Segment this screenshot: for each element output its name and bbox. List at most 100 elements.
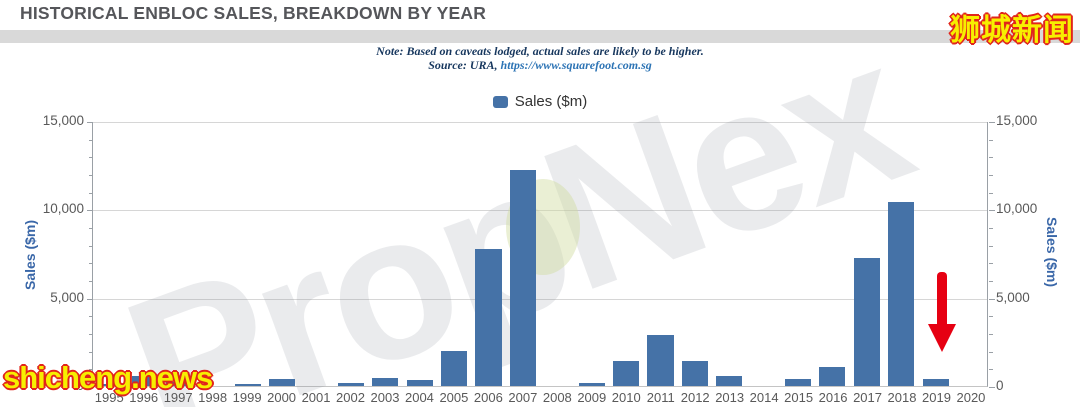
left-axis-tick (89, 157, 93, 159)
left-axis-tick (89, 334, 93, 335)
bar-1997 (165, 382, 193, 386)
chart-note: Note: Based on caveats lodged, actual sa… (376, 44, 704, 58)
bar-2005 (441, 350, 468, 386)
x-tick-label-2007: 2007 (508, 390, 538, 405)
bar-slot-2000 (265, 122, 299, 386)
x-tick-label-2019: 2019 (922, 390, 951, 405)
bar-slot-1999 (231, 122, 265, 386)
bar-2000 (269, 378, 296, 386)
right-axis-tick (989, 139, 993, 141)
bar-slot-2011 (643, 122, 677, 386)
y-tick-label-right: 0 (996, 378, 1004, 393)
bar-2009 (578, 383, 605, 386)
arrow-shaft (937, 272, 947, 324)
right-axis-tick (989, 298, 995, 300)
bar-slot-2008 (540, 122, 574, 386)
bar-slot-2015 (781, 122, 815, 386)
bar-slot-2012 (678, 122, 712, 386)
left-axis-tick (89, 369, 93, 371)
bar-slot-2002 (334, 122, 368, 386)
left-axis-tick (87, 210, 93, 212)
right-axis-tick (989, 210, 995, 212)
bar-slot-2003 (368, 122, 402, 386)
x-tick-label-2002: 2002 (336, 390, 365, 405)
bar-slot-2009 (574, 122, 608, 386)
bar-slot-2016 (815, 122, 849, 386)
bar-slot-2010 (609, 122, 643, 386)
x-tick-label-2009: 2009 (577, 390, 607, 405)
bar-slot-2007 (506, 122, 540, 386)
bar-slot-2020 (953, 122, 987, 386)
x-tick-label-2006: 2006 (473, 390, 503, 405)
bar-series (93, 122, 987, 386)
bar-slot-2013 (712, 122, 746, 386)
right-axis-tick (989, 228, 993, 229)
page-title: HISTORICAL ENBLOC SALES, BREAKDOWN BY YE… (20, 3, 487, 23)
right-axis-tick (989, 157, 993, 159)
bar-2012 (681, 361, 708, 386)
bar-2017 (853, 257, 880, 386)
y-axis-title-right: Sales ($m) (1044, 216, 1060, 288)
x-tick-label-2004: 2004 (404, 390, 434, 405)
site-watermark: shicheng.news (3, 360, 213, 395)
bar-2011 (647, 335, 674, 386)
x-tick-label-2013: 2013 (715, 390, 745, 405)
right-axis-tick (989, 281, 993, 282)
bar-2002 (337, 383, 364, 386)
header-divider-band (0, 30, 1080, 43)
right-axis-tick (989, 245, 993, 247)
x-tick-label-1999: 1999 (232, 390, 262, 405)
bar-slot-2005 (437, 122, 471, 386)
bar-2003 (372, 377, 399, 386)
bar-slot-1997 (162, 122, 196, 386)
right-axis-tick (989, 334, 993, 335)
left-axis-tick (87, 122, 93, 123)
bar-slot-2001 (299, 122, 333, 386)
x-tick-label-1998: 1998 (198, 390, 228, 405)
x-tick-label-2001: 2001 (301, 390, 331, 405)
x-tick-label-2010: 2010 (611, 390, 641, 405)
bar-slot-1996 (127, 122, 161, 386)
left-axis-tick (87, 298, 93, 300)
x-tick-label-1996: 1996 (129, 390, 159, 405)
legend-label: Sales ($m) (514, 93, 588, 110)
bar-2019 (922, 378, 949, 386)
y-tick-label-right: 15,000 (996, 113, 1038, 128)
left-axis-tick (89, 245, 93, 247)
bar-1999 (234, 384, 261, 386)
bar-2013 (716, 376, 743, 386)
right-axis-tick (989, 387, 995, 388)
right-axis-tick (989, 316, 993, 318)
x-tick-label-2005: 2005 (439, 390, 469, 405)
decline-arrow-icon (928, 272, 956, 352)
bar-slot-2018 (884, 122, 918, 386)
left-axis-tick (89, 351, 93, 353)
bar-slot-1998 (196, 122, 230, 386)
chart-source: Source: URA, https://www.squarefoot.com.… (0, 58, 1080, 73)
y-tick-label-left: 5,000 (50, 289, 84, 305)
x-tick-label-1995: 1995 (94, 390, 124, 405)
right-axis-tick (989, 351, 993, 353)
legend-swatch-icon (492, 95, 508, 108)
right-axis-tick (989, 175, 993, 176)
x-tick-label-2017: 2017 (853, 390, 882, 405)
left-axis-tick (89, 139, 93, 141)
x-tick-label-2016: 2016 (818, 390, 848, 405)
banner-watermark: 狮城新闻 (950, 14, 1074, 47)
gridline-10,000 (93, 210, 987, 212)
bar-slot-2017 (850, 122, 884, 386)
bar-2004 (406, 379, 433, 386)
bar-2006 (475, 248, 502, 386)
left-axis-tick (89, 316, 93, 318)
bar-slot-2006 (471, 122, 505, 386)
right-axis-tick (989, 122, 995, 123)
x-tick-label-2012: 2012 (680, 390, 710, 405)
y-tick-label-right: 5,000 (996, 289, 1030, 305)
bar-2015 (784, 378, 812, 386)
y-tick-label-left: 15,000 (42, 113, 84, 128)
y-tick-label-right: 10,000 (996, 201, 1038, 217)
x-tick-label-2003: 2003 (370, 390, 400, 405)
bar-1996 (131, 376, 158, 386)
y-tick-label-left: 0 (76, 378, 84, 393)
source-link[interactable]: https://www.squarefoot.com.sg (500, 58, 652, 72)
